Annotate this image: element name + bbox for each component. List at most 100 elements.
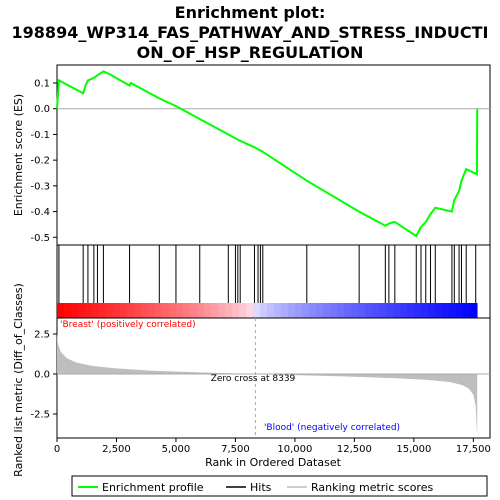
heatmap-cell — [204, 303, 212, 318]
x-tick-label: 12,500 — [337, 444, 372, 455]
es-y-tick-label: -0.1 — [30, 130, 50, 141]
heatmap-cell — [106, 303, 114, 318]
es-y-tick-label: -0.3 — [30, 181, 50, 192]
heatmap-cell — [281, 303, 289, 318]
es-y-tick-label: 0.0 — [34, 104, 50, 115]
heatmap-cell — [141, 303, 149, 318]
rank-heatmap-bar — [57, 303, 478, 318]
heatmap-cell — [169, 303, 177, 318]
heatmap-cell — [358, 303, 366, 318]
es-panel-frame — [56, 64, 491, 246]
heatmap-cell — [274, 303, 282, 318]
heatmap-cell — [463, 303, 471, 318]
x-tick-label: 15,000 — [396, 444, 431, 455]
legend-hits-label: Hits — [250, 481, 272, 494]
heatmap-cell — [225, 303, 233, 318]
legend-metric-label: Ranking metric scores — [311, 481, 433, 494]
heatmap-cell — [211, 303, 219, 318]
heatmap-cell — [239, 303, 247, 318]
heatmap-cell — [344, 303, 352, 318]
heatmap-cell — [414, 303, 422, 318]
heatmap-cell — [232, 303, 240, 318]
es-y-tick-label: 0.1 — [34, 79, 50, 90]
heatmap-cell — [57, 303, 65, 318]
heatmap-cell — [365, 303, 373, 318]
heatmap-cell — [435, 303, 443, 318]
metric-y-ticks: 2.5 0.0 -2.5 — [30, 330, 57, 421]
legend: Enrichment profile Hits Ranking metric s… — [71, 475, 488, 497]
heatmap-cell — [246, 303, 254, 318]
legend-enrichment-label: Enrichment profile — [102, 481, 204, 494]
heatmap-cell — [218, 303, 226, 318]
heatmap-cell — [288, 303, 296, 318]
heatmap-cell — [162, 303, 170, 318]
heatmap-cell — [197, 303, 205, 318]
negative-class-label: 'Blood' (negatively correlated) — [264, 423, 400, 433]
x-ticks: 0 2,500 5,000 7,500 10,000 12,500 15,000 17,500 — [54, 438, 491, 455]
chart-title-line2: 198894_WP314_FAS_PATHWAY_AND_STRESS_INDU… — [12, 23, 489, 42]
heatmap-cell — [316, 303, 324, 318]
heatmap-cell — [267, 303, 275, 318]
heatmap-cell — [407, 303, 415, 318]
heatmap-cell — [134, 303, 142, 318]
x-tick-label: 0 — [54, 444, 60, 455]
heatmap-cell — [330, 303, 338, 318]
heatmap-cell — [470, 303, 478, 318]
x-tick-label: 5,000 — [162, 444, 191, 455]
heatmap-cell — [323, 303, 331, 318]
chart-title-line3: ON_OF_HSP_REGULATION — [137, 43, 364, 62]
metric-y-tick-label: 2.5 — [34, 330, 50, 341]
heatmap-cell — [113, 303, 121, 318]
heatmap-cell — [400, 303, 408, 318]
heatmap-cell — [442, 303, 450, 318]
x-tick-label: 10,000 — [277, 444, 312, 455]
es-panel: 0.1 0.0 -0.1 -0.2 -0.3 -0.4 -0.5 — [30, 64, 491, 246]
x-tick-label: 2,500 — [102, 444, 131, 455]
heatmap-cell — [176, 303, 184, 318]
enrichment-profile-line — [56, 70, 479, 238]
heatmap-cell — [155, 303, 163, 318]
heatmap-cell — [295, 303, 303, 318]
legend-box — [71, 475, 488, 497]
metric-y-tick-label: -2.5 — [30, 410, 50, 421]
heatmap-cell — [386, 303, 394, 318]
heatmap-cell — [78, 303, 86, 318]
positive-class-label: 'Breast' (positively correlated) — [60, 320, 196, 330]
es-y-tick-label: -0.2 — [30, 156, 50, 167]
heatmap-cell — [379, 303, 387, 318]
heatmap-cell — [253, 303, 261, 318]
heatmap-cell — [183, 303, 191, 318]
es-y-tick-label: -0.5 — [30, 233, 50, 244]
x-axis-label: Rank in Ordered Dataset — [205, 456, 342, 469]
heatmap-cell — [92, 303, 100, 318]
heatmap-cell — [456, 303, 464, 318]
heatmap-cell — [372, 303, 380, 318]
heatmap-cell — [120, 303, 128, 318]
heatmap-cell — [190, 303, 198, 318]
heatmap-cell — [309, 303, 317, 318]
heatmap-cell — [127, 303, 135, 318]
x-tick-label: 7,500 — [221, 444, 250, 455]
metric-panel: 2.5 0.0 -2.5 'Breast' (positively correlat… — [30, 317, 491, 439]
heatmap-cell — [148, 303, 156, 318]
heatmap-cell — [351, 303, 359, 318]
metric-y-tick-label: 0.0 — [34, 370, 50, 381]
heatmap-cell — [85, 303, 93, 318]
es-y-tick-label: -0.4 — [30, 207, 50, 218]
heatmap-cell — [428, 303, 436, 318]
chart-title-line1: Enrichment plot: — [175, 3, 326, 22]
heatmap-cell — [302, 303, 310, 318]
heatmap-cell — [421, 303, 429, 318]
heatmap-cell — [64, 303, 72, 318]
zero-cross-label: Zero cross at 8339 — [211, 374, 296, 384]
es-y-ticks: 0.1 0.0 -0.1 -0.2 -0.3 -0.4 -0.5 — [30, 79, 57, 244]
heatmap-cell — [71, 303, 79, 318]
es-y-axis-label: Enrichment score (ES) — [12, 94, 25, 216]
metric-y-axis-label: Ranked list metric (Diff_of_Classes) — [12, 283, 25, 477]
heatmap-cell — [99, 303, 107, 318]
x-tick-label: 17,500 — [456, 444, 491, 455]
heatmap-cell — [260, 303, 268, 318]
heatmap-cell — [337, 303, 345, 318]
heatmap-cell — [449, 303, 457, 318]
